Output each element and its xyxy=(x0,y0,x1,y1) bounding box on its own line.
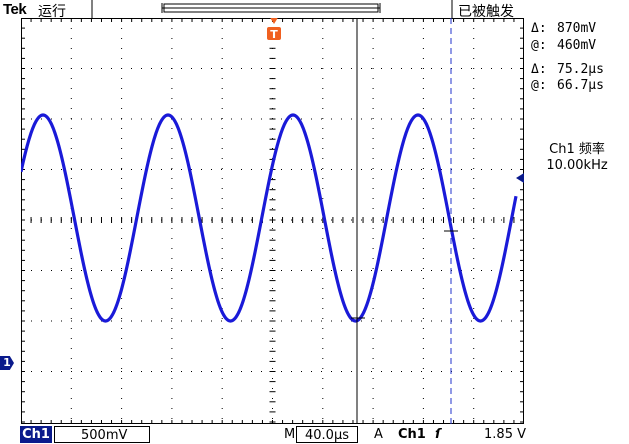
trigger-position-icon xyxy=(270,18,278,24)
trigger-slope-icon[interactable]: ſ xyxy=(435,427,441,442)
trigger-level-arrow-icon xyxy=(516,173,524,183)
ch1-waveform xyxy=(21,113,518,323)
voltage-at-readout: @: 460mV xyxy=(531,38,597,53)
timebase-value[interactable]: 40.0μs xyxy=(296,426,358,443)
channel-tag[interactable]: Ch1 xyxy=(20,426,52,443)
scope-screen[interactable]: T xyxy=(21,18,524,424)
brand-logo: Tek xyxy=(3,1,27,18)
frequency-value: 10.00kHz xyxy=(546,158,608,173)
trigger-level[interactable]: 1.85 V xyxy=(484,427,526,442)
graticule xyxy=(21,18,524,424)
svg-text:T: T xyxy=(270,28,278,41)
volts-per-div[interactable]: 500mV xyxy=(54,426,150,443)
trigger-t-icon xyxy=(267,27,281,40)
time-at-readout: @: 66.7μs xyxy=(531,78,604,93)
record-indicator xyxy=(91,0,453,18)
cursors xyxy=(351,18,458,424)
run-status: 运行 xyxy=(38,4,66,20)
trigger-status: 已被触发 xyxy=(458,4,514,20)
ch1-ground-marker[interactable]: 1 xyxy=(0,356,14,370)
trigger-source[interactable]: Ch1 xyxy=(398,427,426,442)
trigger-mode: A xyxy=(374,427,383,442)
time-delta-readout: Δ: 75.2μs xyxy=(531,62,604,77)
voltage-delta-readout: Δ: 870mV xyxy=(531,21,597,36)
status-bar: Ch1 500mV M 40.0μs A Ch1 ſ 1.85 V xyxy=(0,425,629,444)
frequency-label: Ch1 频率 xyxy=(549,142,605,157)
trigger-marker: T xyxy=(267,18,281,41)
timebase-label: M xyxy=(284,427,296,442)
